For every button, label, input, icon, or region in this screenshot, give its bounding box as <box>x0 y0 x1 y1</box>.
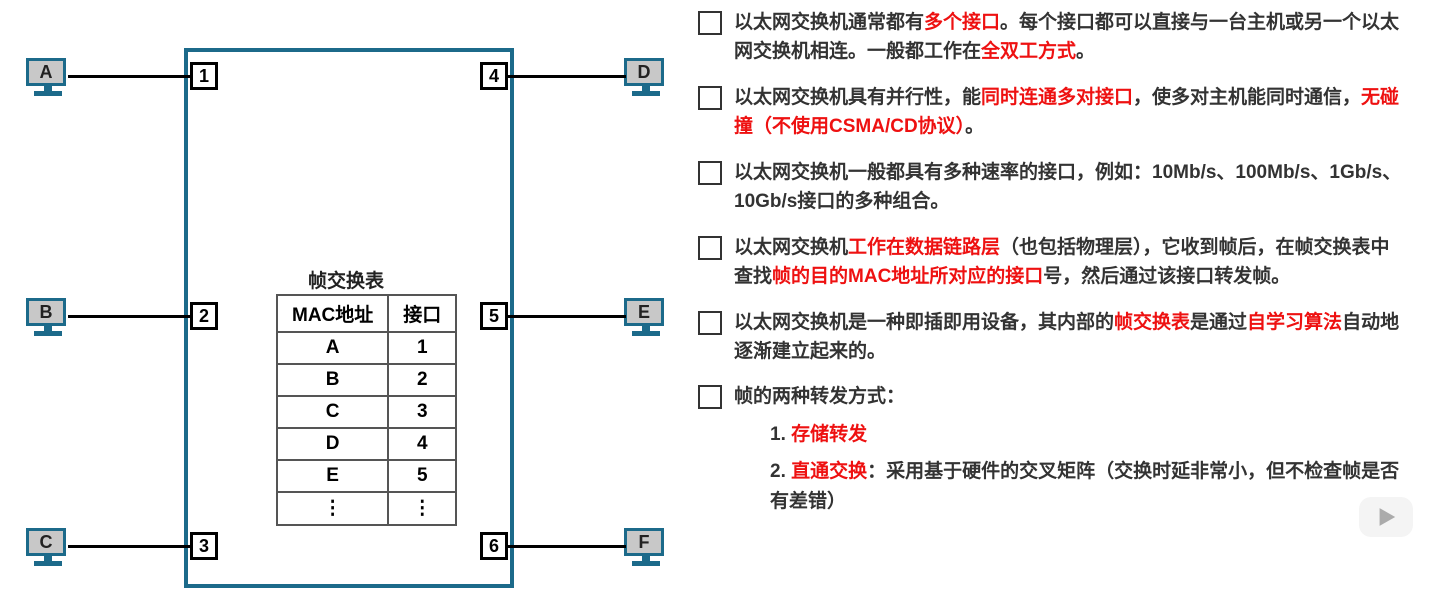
host-a: A <box>26 58 70 98</box>
host-label: E <box>624 298 664 326</box>
cell-port: 1 <box>388 332 456 364</box>
table-row: E5 <box>277 460 456 492</box>
cell-mac: ⋮ <box>277 492 388 525</box>
bullet-item: 以太网交换机通常都有多个接口。每个接口都可以直接与一台主机或另一个以太网交换机相… <box>698 8 1403 67</box>
bullet-item: 以太网交换机一般都具有多种速率的接口，例如：10Mb/s、100Mb/s、1Gb… <box>698 158 1403 217</box>
port-5: 5 <box>480 302 508 330</box>
wire <box>508 315 626 318</box>
bullet-item: 以太网交换机具有并行性，能同时连通多对接口，使多对主机能同时通信，无碰撞（不使用… <box>698 83 1403 142</box>
port-3: 3 <box>190 532 218 560</box>
cell-port: ⋮ <box>388 492 456 525</box>
cell-port: 5 <box>388 460 456 492</box>
diagram-panel: ABCDEF 123456 帧交换表 MAC地址 接口 A1B2C3D4E5⋮⋮ <box>8 8 688 588</box>
wire <box>68 75 190 78</box>
host-f: F <box>624 528 668 568</box>
cell-mac: A <box>277 332 388 364</box>
port-2: 2 <box>190 302 218 330</box>
host-e: E <box>624 298 668 338</box>
bullet-item: 帧的两种转发方式：1. 存储转发2. 直通交换：采用基于硬件的交叉矩阵（交换时延… <box>698 382 1403 516</box>
sub-item: 2. 直通交换：采用基于硬件的交叉矩阵（交换时延非常小，但不检查帧是否有差错） <box>770 457 1403 516</box>
table-row: D4 <box>277 428 456 460</box>
cell-mac: C <box>277 396 388 428</box>
notes-panel: 以太网交换机通常都有多个接口。每个接口都可以直接与一台主机或另一个以太网交换机相… <box>688 8 1423 597</box>
bullet-item: 以太网交换机是一种即插即用设备，其内部的帧交换表是通过自学习算法自动地逐渐建立起… <box>698 308 1403 367</box>
port-1: 1 <box>190 62 218 90</box>
host-d: D <box>624 58 668 98</box>
wire <box>68 315 190 318</box>
sub-item: 1. 存储转发 <box>770 420 1403 449</box>
cell-mac: D <box>277 428 388 460</box>
play-icon[interactable] <box>1359 497 1413 537</box>
cell-mac: B <box>277 364 388 396</box>
frame-table: MAC地址 接口 A1B2C3D4E5⋮⋮ <box>276 294 457 526</box>
frame-table-col-port: 接口 <box>388 295 456 332</box>
host-b: B <box>26 298 70 338</box>
host-label: D <box>624 58 664 86</box>
host-label: B <box>26 298 66 326</box>
host-label: C <box>26 528 66 556</box>
bullet-item: 以太网交换机工作在数据链路层（也包括物理层），它收到帧后，在帧交换表中查找帧的目… <box>698 233 1403 292</box>
table-row: ⋮⋮ <box>277 492 456 525</box>
host-label: F <box>624 528 664 556</box>
wire <box>68 545 190 548</box>
port-4: 4 <box>480 62 508 90</box>
table-row: B2 <box>277 364 456 396</box>
table-row: A1 <box>277 332 456 364</box>
cell-port: 4 <box>388 428 456 460</box>
port-6: 6 <box>480 532 508 560</box>
frame-table-title: 帧交换表 <box>308 266 384 293</box>
wire <box>508 545 626 548</box>
cell-port: 3 <box>388 396 456 428</box>
frame-table-col-mac: MAC地址 <box>277 295 388 332</box>
host-label: A <box>26 58 66 86</box>
host-c: C <box>26 528 70 568</box>
cell-mac: E <box>277 460 388 492</box>
wire <box>508 75 626 78</box>
table-row: C3 <box>277 396 456 428</box>
cell-port: 2 <box>388 364 456 396</box>
